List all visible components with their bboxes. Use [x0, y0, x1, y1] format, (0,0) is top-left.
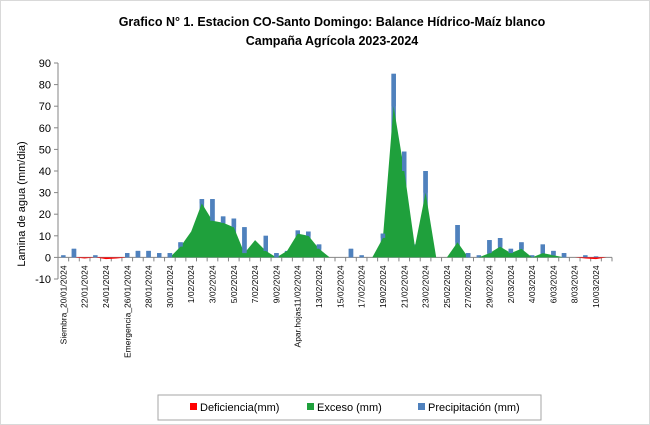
legend-label-precipitacion: Precipitación (mm) [428, 402, 520, 414]
precipitation-bar-top [146, 250, 151, 258]
precipitation-bar [93, 255, 98, 258]
x-tick-label: 8/03/2024 [570, 265, 580, 303]
precipitation-bar-top [199, 199, 205, 204]
x-tick-label: 25/02/2024 [442, 265, 452, 308]
y-tick-label: 20 [39, 209, 51, 221]
x-tick-label: 1/02/2024 [186, 265, 196, 303]
x-tick-label: 28/01/2024 [144, 265, 154, 308]
x-tick-label: 17/02/2024 [357, 265, 367, 308]
precipitation-bar [476, 255, 482, 258]
precipitation-bar-top [402, 151, 407, 171]
legend-label-deficiencia: Deficiencia(mm) [200, 402, 279, 414]
precipitation-bar-top [135, 250, 141, 258]
y-tick-label: 10 [39, 231, 51, 243]
x-tick-label: 15/02/2024 [335, 265, 345, 308]
x-tick-label: 21/02/2024 [399, 265, 409, 308]
precipitation-bar-top [348, 248, 354, 258]
x-tick-label: 4/03/2024 [527, 265, 537, 303]
x-tick-label: 27/02/2024 [463, 265, 473, 308]
x-tick-label: 23/02/2024 [421, 265, 431, 308]
precipitation-bar-top [423, 171, 428, 193]
x-tick-label: 9/02/2024 [271, 265, 281, 303]
x-tick-label: 24/01/2024 [101, 265, 111, 308]
legend-swatch-precipitacion [418, 403, 425, 410]
x-tick-label: 22/01/2024 [80, 265, 90, 308]
x-tick-label: 19/02/2024 [378, 265, 388, 308]
x-tick-label: 2/03/2024 [506, 265, 516, 303]
precipitation-bar-top [295, 230, 300, 234]
precipitation-bar-top [167, 253, 173, 258]
chart-title: Grafico N° 1. Estacion CO-Santo Domingo:… [119, 15, 546, 29]
precipitation-bar-top [71, 248, 77, 258]
precipitation-bar-top [220, 216, 226, 223]
precipitation-bar-top [306, 231, 311, 236]
exceso-area [63, 106, 607, 258]
precipitation-bar-top [242, 227, 247, 254]
x-tick-label: Apar.hojas11/02/2024 [293, 265, 303, 347]
precipitation-bar [61, 255, 66, 258]
precipitation-bar-top [540, 244, 545, 253]
legend-swatch-exceso [307, 403, 314, 410]
y-tick-label: 90 [39, 58, 51, 70]
legend-box [157, 394, 542, 421]
y-tick-label: 80 [39, 80, 51, 92]
precipitation-bar-top [561, 253, 567, 258]
x-tick-label: 29/02/2024 [485, 265, 495, 308]
precipitation-bar-top [497, 238, 503, 247]
x-tick-label: 3/02/2024 [208, 265, 218, 303]
y-tick-label: 60 [39, 123, 51, 135]
precipitation-bar-top [316, 244, 322, 249]
precipitation-bar-top [508, 248, 514, 254]
precipitation-bar [359, 255, 364, 258]
precipitation-bar-top [391, 73, 396, 107]
precipitation-bar-top [380, 233, 386, 238]
x-tick-label: 7/02/2024 [250, 265, 260, 303]
precipitation-bar-top [274, 253, 279, 258]
y-tick-label: 50 [39, 144, 51, 156]
precipitation-bar-top [210, 199, 215, 221]
y-tick-label: 40 [39, 166, 51, 178]
precipitation-bar-top [178, 242, 183, 247]
y-tick-label: -10 [35, 274, 51, 286]
precipitation-bar [583, 255, 588, 258]
y-tick-label: 0 [45, 252, 51, 264]
legend-swatch-deficiencia [190, 403, 197, 410]
x-tick-label: Siembra_20/01/2024 [58, 265, 68, 344]
precipitation-bar-top [231, 218, 237, 228]
x-tick-label: 6/03/2024 [548, 265, 558, 303]
x-tick-label: 13/02/2024 [314, 265, 324, 308]
precipitation-bar-top [465, 253, 471, 258]
legend-label-exceso: Exceso (mm) [317, 402, 382, 414]
precipitation-bar-top [157, 253, 162, 258]
x-tick-label: Emergencia_26/01/2024 [122, 265, 132, 358]
y-tick-label: 30 [39, 188, 51, 200]
legend: Deficiencia(mm) Exceso (mm) Precipitació… [157, 394, 542, 421]
y-axis-label: Lamina de agua (mm/dia) [16, 141, 28, 266]
precipitation-bar-top [263, 235, 268, 251]
precipitation-bar-top [455, 225, 460, 243]
deficiencia-area [63, 257, 607, 260]
precipitation-bar-top [125, 253, 130, 258]
y-tick-label: 70 [39, 101, 51, 113]
x-tick-label: 30/01/2024 [165, 265, 175, 308]
precipitation-bar-top [519, 242, 524, 249]
precipitation-bar-top [487, 240, 492, 254]
chart-subtitle: Campaña Agrícola 2023-2024 [246, 34, 419, 48]
precipitation-bar [529, 255, 535, 258]
x-tick-label: 10/03/2024 [591, 265, 601, 308]
precipitation-bar [593, 256, 599, 258]
plot-area: -10 0 10 20 30 40 50 60 70 80 90 Siembra_20/01/2024… [35, 58, 613, 358]
x-tick-label: 5/02/2024 [229, 265, 239, 303]
precipitation-bar-top [551, 250, 556, 256]
